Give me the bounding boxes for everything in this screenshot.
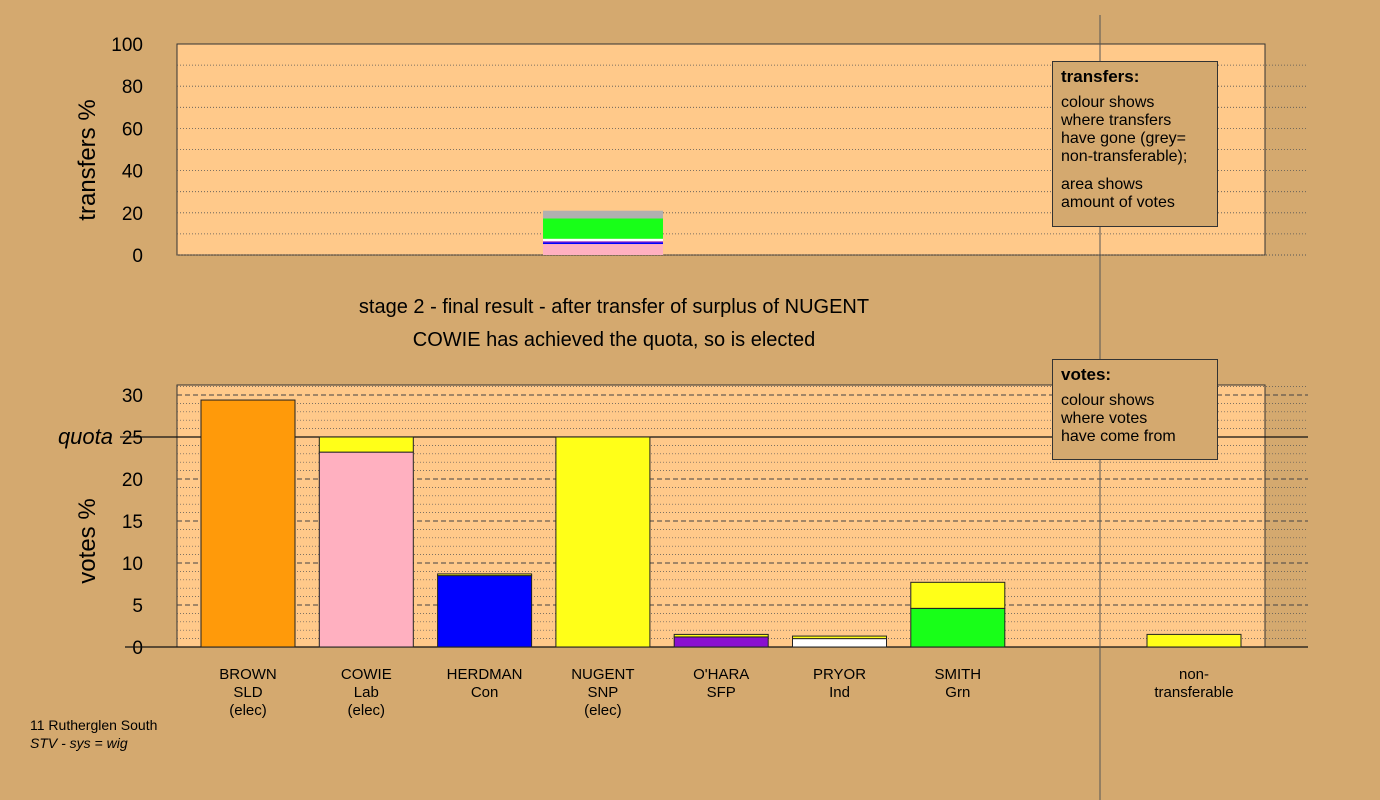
votes-tick-label: 30 [122, 386, 143, 407]
candidate-labels: BROWNSLD(elec)COWIELab(elec)HERDMANConNU… [219, 666, 1233, 719]
votes-legend-title: votes: [1061, 365, 1112, 384]
votes-tick-label: 15 [122, 512, 143, 533]
candidate-label: (elec) [348, 702, 386, 719]
transfers-legend-line: non-transferable); [1061, 148, 1188, 165]
transfers-tick-label: 40 [122, 162, 143, 183]
transfer-segment [543, 242, 663, 245]
transfers-legend-title: transfers: [1061, 67, 1140, 86]
votes-legend-line: where votes [1061, 410, 1148, 427]
vote-bar-segment [437, 573, 533, 577]
vote-bar-segment [318, 451, 414, 648]
transfers-y-label: transfers % [74, 99, 101, 220]
transfers-legend: transfers: colour shows where transfers … [1052, 61, 1218, 227]
candidate-label: SLD [233, 684, 262, 701]
vote-bar-segment [792, 638, 887, 648]
transfer-segment [543, 241, 663, 243]
vote-bar-segment [910, 581, 1006, 609]
votes-tick-label: 0 [132, 638, 143, 659]
candidate-label: SMITH [934, 666, 981, 683]
nontransferable-bar [1146, 633, 1242, 648]
vote-bar-segment [673, 636, 769, 648]
vote-bar-segment [200, 399, 296, 648]
transfers-legend-line: where transfers [1061, 112, 1172, 129]
votes-bars [200, 399, 1242, 648]
transfers-legend-line: colour shows [1061, 94, 1155, 111]
ward-name: 11 Rutherglen South [30, 717, 158, 733]
nontransferable-label: non- [1179, 666, 1209, 683]
candidate-label: BROWN [219, 666, 277, 683]
stage-subtitle: COWIE has achieved the quota, so is elec… [413, 329, 815, 351]
transfers-tick-label: 80 [122, 77, 143, 98]
votes-legend: votes: colour shows where votes have com… [1052, 359, 1218, 460]
votes-y-label: votes % [74, 498, 101, 583]
votes-tick-label: 10 [122, 554, 143, 575]
vote-bar-segment [673, 633, 769, 638]
transfer-segment [543, 238, 663, 242]
transfers-legend-line: amount of votes [1061, 194, 1175, 211]
votes-tick-label: 20 [122, 470, 143, 491]
transfers-tick-label: 60 [122, 119, 143, 140]
vote-bar-segment [318, 436, 414, 453]
transfers-bars [543, 210, 663, 255]
candidate-label: O'HARA [693, 666, 749, 683]
transfers-tick-label: 20 [122, 204, 143, 225]
transfers-tick-label: 100 [111, 35, 143, 56]
transfers-tick-label: 0 [132, 246, 143, 267]
candidate-label: (elec) [584, 702, 622, 719]
votes-legend-line: colour shows [1061, 392, 1155, 409]
transfer-segment [543, 210, 663, 219]
nontransferable-label: transferable [1154, 684, 1233, 701]
stage-title: stage 2 - final result - after transfer … [359, 296, 869, 318]
candidate-label: SFP [707, 684, 736, 701]
vote-bar-segment [437, 575, 533, 648]
candidate-label: Con [471, 684, 499, 701]
vote-bar-segment [555, 436, 651, 648]
transfers-y-axis: 0 20 40 60 80 100 [111, 35, 1308, 267]
vote-bar-segment [792, 635, 887, 640]
candidate-label: Ind [829, 684, 850, 701]
transfers-legend-line: area shows [1061, 176, 1143, 193]
candidate-label: NUGENT [571, 666, 634, 683]
candidate-label: COWIE [341, 666, 392, 683]
system-label: STV - sys = wig [30, 735, 128, 751]
quota-label: quota [58, 424, 113, 449]
vote-bar-segment [910, 607, 1006, 648]
votes-legend-line: have come from [1061, 428, 1176, 445]
transfer-segment [543, 244, 663, 255]
candidate-label: SNP [587, 684, 618, 701]
candidate-label: (elec) [229, 702, 267, 719]
candidate-label: Lab [354, 684, 379, 701]
votes-tick-label: 25 [122, 428, 143, 449]
transfers-legend-line: have gone (grey= [1061, 130, 1186, 147]
candidate-label: HERDMAN [447, 666, 523, 683]
votes-tick-label: 5 [132, 596, 143, 617]
candidate-label: PRYOR [813, 666, 866, 683]
transfer-segment [543, 218, 663, 239]
footer: 11 Rutherglen South STV - sys = wig [30, 716, 157, 752]
candidate-label: Grn [945, 684, 970, 701]
